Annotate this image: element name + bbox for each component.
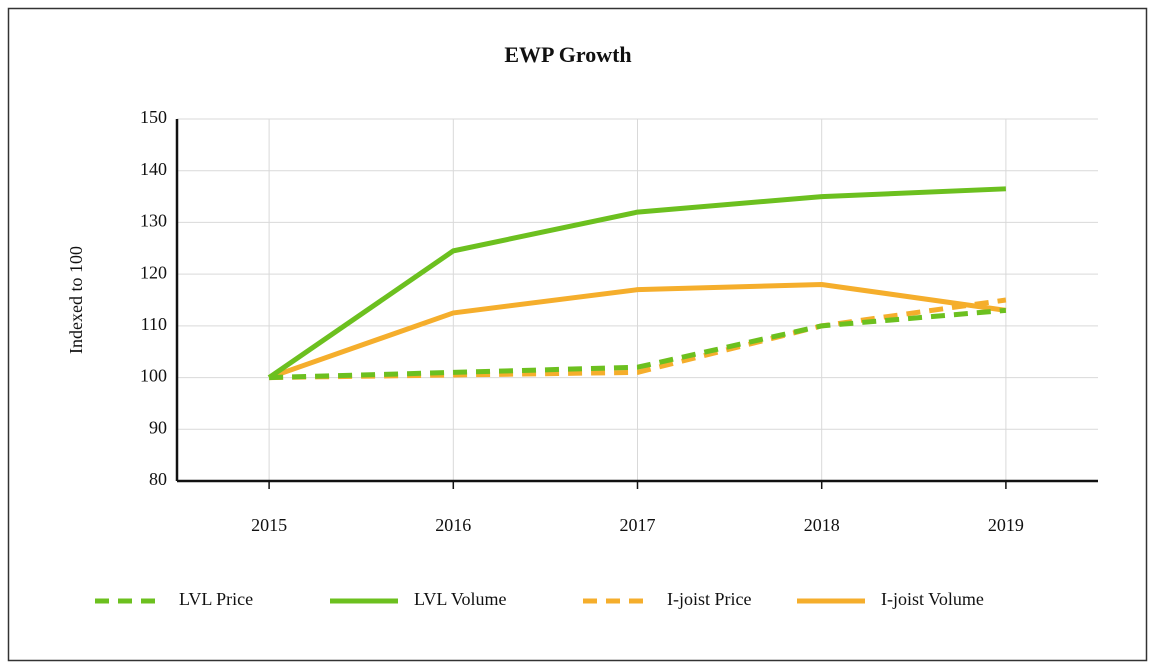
y-tick-label: 140	[140, 159, 167, 179]
y-tick-label: 80	[149, 469, 167, 489]
series-line	[269, 307, 1007, 381]
legend-label: LVL Volume	[414, 589, 507, 609]
legend-label: I-joist Volume	[881, 589, 984, 609]
x-tick-label: 2019	[988, 515, 1024, 535]
legend-label: LVL Price	[179, 589, 253, 609]
chart-border	[7, 7, 1148, 662]
y-tick-label: 120	[140, 262, 167, 282]
y-tick-label: 110	[141, 314, 167, 334]
legend-label: I-joist Price	[667, 589, 751, 609]
y-tick-label: 90	[149, 417, 167, 437]
x-tick-label: 2017	[620, 515, 656, 535]
x-tick-label: 2015	[251, 515, 287, 535]
chart-title: EWP Growth	[504, 42, 631, 67]
series-line	[268, 281, 1007, 380]
x-tick-label: 2018	[804, 515, 840, 535]
x-tick-label: 2016	[435, 515, 471, 535]
y-tick-label: 100	[140, 366, 167, 386]
y-axis-label: Indexed to 100	[66, 246, 86, 354]
y-tick-label: 130	[140, 211, 167, 231]
series-line	[267, 186, 1007, 380]
y-tick-label: 150	[140, 107, 167, 127]
